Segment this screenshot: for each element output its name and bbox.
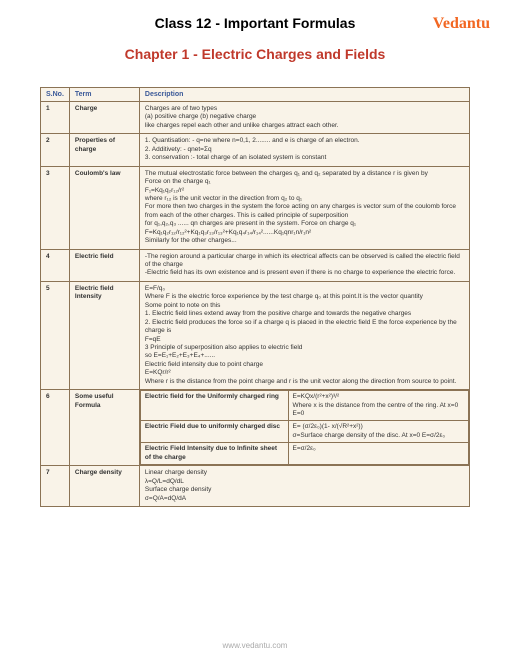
table-row: 5Electric field IntensityE=F/q₀ Where F … xyxy=(41,281,470,389)
cell-desc: Electric field for the Uniformly charged… xyxy=(139,390,469,466)
cell-term: Charge density xyxy=(69,466,139,507)
cell-desc: Charges are of two types (a) positive ch… xyxy=(139,102,469,134)
cell-desc: -The region around a particular charge i… xyxy=(139,249,469,281)
table-row: 1ChargeCharges are of two types (a) posi… xyxy=(41,102,470,134)
sub-label: Electric field for the Uniformly charged… xyxy=(140,391,288,421)
cell-term: Electric field Intensity xyxy=(69,281,139,389)
cell-sno: 3 xyxy=(41,166,70,249)
col-sno: S.No. xyxy=(41,88,70,102)
cell-term: Some useful Formula xyxy=(69,390,139,466)
table-row: 7Charge densityLinear charge density λ=Q… xyxy=(41,466,470,507)
sub-value: E= (σ/2ε₀)(1- x/(√R²+x²)) σ=Surface char… xyxy=(288,421,468,443)
cell-term: Charge xyxy=(69,102,139,134)
sub-value: E=KQx/(r²+x²)³/² Where x is the distance… xyxy=(288,391,468,421)
cell-desc: The mutual electrostatic force between t… xyxy=(139,166,469,249)
cell-desc: E=F/q₀ Where F is the electric force exp… xyxy=(139,281,469,389)
table-row: 4Electric field-The region around a part… xyxy=(41,249,470,281)
table-header-row: S.No. Term Description xyxy=(41,88,470,102)
cell-sno: 7 xyxy=(41,466,70,507)
cell-sno: 5 xyxy=(41,281,70,389)
col-term: Term xyxy=(69,88,139,102)
cell-desc: Linear charge density λ=Q/L=dQ/dL Surfac… xyxy=(139,466,469,507)
document-header: Vedantu Class 12 - Important Formulas Ch… xyxy=(0,0,510,87)
cell-desc: 1. Quantisation: - q=ne where n=0,1, 2..… xyxy=(139,134,469,166)
page-footer: www.vedantu.com xyxy=(0,641,510,650)
table-row: 3Coulomb's lawThe mutual electrostatic f… xyxy=(41,166,470,249)
cell-sno: 2 xyxy=(41,134,70,166)
cell-term: Electric field xyxy=(69,249,139,281)
table-row: 2Properties of charge1. Quantisation: - … xyxy=(41,134,470,166)
chapter-title: Chapter 1 - Electric Charges and Fields xyxy=(0,46,510,62)
formulas-table: S.No. Term Description 1ChargeCharges ar… xyxy=(40,87,470,507)
cell-sno: 1 xyxy=(41,102,70,134)
cell-sno: 6 xyxy=(41,390,70,466)
cell-term: Properties of charge xyxy=(69,134,139,166)
col-desc: Description xyxy=(139,88,469,102)
sub-label: Electric Field Intensity due to Infinite… xyxy=(140,443,288,465)
sub-value: E=σ/2ε₀ xyxy=(288,443,468,465)
table-row: 6Some useful FormulaElectric field for t… xyxy=(41,390,470,466)
cell-sno: 4 xyxy=(41,249,70,281)
brand-logo: Vedantu xyxy=(433,15,490,33)
sub-label: Electric Field due to uniformly charged … xyxy=(140,421,288,443)
cell-term: Coulomb's law xyxy=(69,166,139,249)
